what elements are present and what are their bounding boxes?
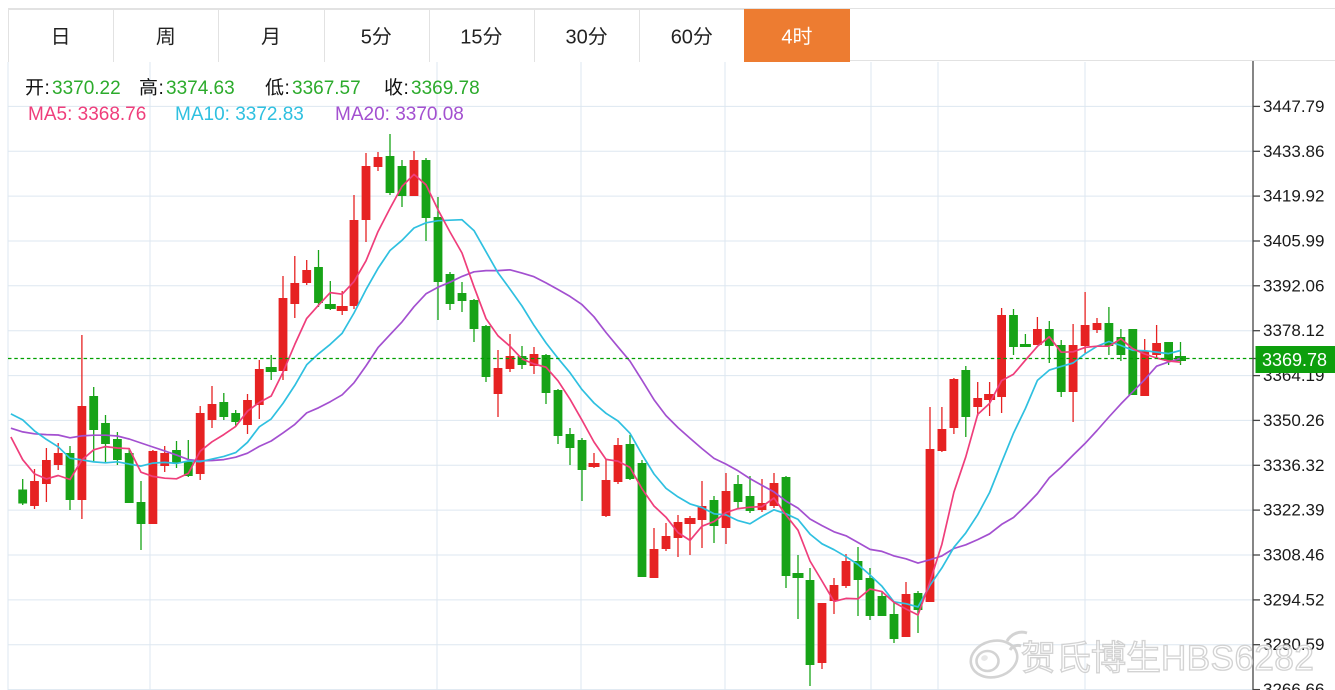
svg-text:3294.52: 3294.52 <box>1263 590 1324 609</box>
svg-text:3378.12: 3378.12 <box>1263 321 1324 340</box>
svg-text:3419.92: 3419.92 <box>1263 187 1324 206</box>
svg-text:3336.32: 3336.32 <box>1263 456 1324 475</box>
svg-text:3322.39: 3322.39 <box>1263 501 1324 520</box>
svg-text:3392.06: 3392.06 <box>1263 276 1324 295</box>
svg-text:3433.86: 3433.86 <box>1263 142 1324 161</box>
svg-text:3280.59: 3280.59 <box>1263 635 1324 654</box>
svg-text:3369.78: 3369.78 <box>1262 350 1327 370</box>
svg-text:3308.46: 3308.46 <box>1263 546 1324 565</box>
svg-text:3447.79: 3447.79 <box>1263 97 1324 116</box>
svg-text:3266.66: 3266.66 <box>1263 680 1324 690</box>
svg-text:3405.99: 3405.99 <box>1263 232 1324 251</box>
svg-text:3350.26: 3350.26 <box>1263 411 1324 430</box>
